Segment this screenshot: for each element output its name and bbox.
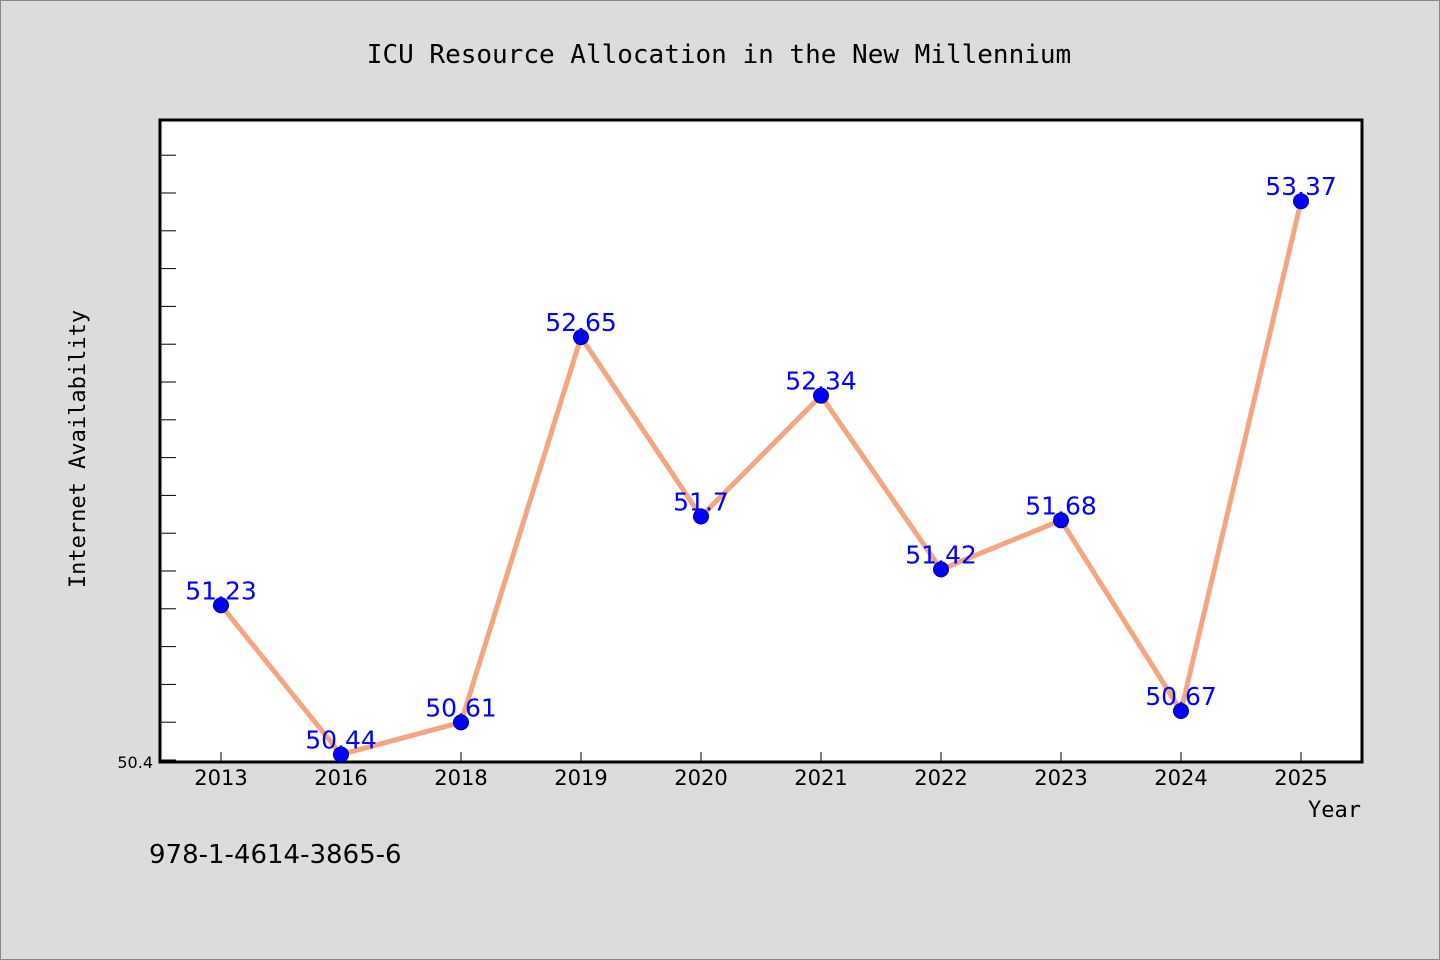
data-point-label: 50.67 bbox=[1145, 682, 1217, 711]
data-point-label: 50.44 bbox=[305, 725, 377, 754]
x-tick-label: 2022 bbox=[914, 766, 967, 790]
data-point-label: 50.61 bbox=[425, 693, 497, 722]
data-point-label: 53.37 bbox=[1265, 172, 1337, 201]
data-point-marker bbox=[333, 746, 349, 763]
chart-title: ICU Resource Allocation in the New Mille… bbox=[367, 40, 1071, 70]
y-axis-min-label: 50.4 bbox=[117, 753, 153, 772]
data-point-marker bbox=[693, 508, 709, 525]
series-layer: 51.23 50.44 50.61 52.65 51.7 52.34 51.42 51.68 5… bbox=[185, 172, 1337, 763]
x-tick-label: 2018 bbox=[434, 766, 487, 790]
y-axis-ticks bbox=[160, 154, 176, 761]
x-axis-title: Year bbox=[1308, 798, 1361, 823]
x-tick-label: 2020 bbox=[674, 766, 727, 790]
data-point-marker bbox=[1053, 512, 1069, 529]
data-point-label: 51.7 bbox=[673, 488, 729, 517]
x-axis-ticks: 2013 2016 2018 2019 2020 2021 2022 2023 2024 2025 bbox=[194, 752, 1328, 790]
x-tick-label: 2021 bbox=[794, 766, 847, 790]
isbn-text: 978-1-4614-3865-6 bbox=[149, 840, 402, 870]
data-point-label: 51.42 bbox=[905, 540, 977, 569]
data-point-marker bbox=[933, 561, 949, 578]
data-point-marker bbox=[1173, 703, 1189, 720]
data-point-marker bbox=[213, 597, 229, 614]
data-point-label: 51.23 bbox=[185, 576, 257, 605]
x-tick-label: 2024 bbox=[1154, 766, 1207, 790]
data-point-marker bbox=[1293, 193, 1309, 210]
series-line bbox=[218, 198, 1304, 757]
plot-area bbox=[158, 118, 1364, 764]
y-axis-title: Internet Availability bbox=[66, 310, 91, 588]
data-point-marker bbox=[813, 387, 829, 404]
x-tick-label: 2019 bbox=[554, 766, 607, 790]
x-tick-label: 2013 bbox=[194, 766, 247, 790]
data-point-label: 51.68 bbox=[1025, 491, 1097, 520]
data-point-marker bbox=[573, 329, 589, 346]
data-point-label: 52.34 bbox=[785, 367, 857, 396]
x-tick-label: 2025 bbox=[1274, 766, 1327, 790]
data-point-label: 52.65 bbox=[545, 308, 617, 337]
x-tick-label: 2016 bbox=[314, 766, 367, 790]
x-tick-label: 2023 bbox=[1034, 766, 1087, 790]
data-point-marker bbox=[453, 714, 469, 731]
